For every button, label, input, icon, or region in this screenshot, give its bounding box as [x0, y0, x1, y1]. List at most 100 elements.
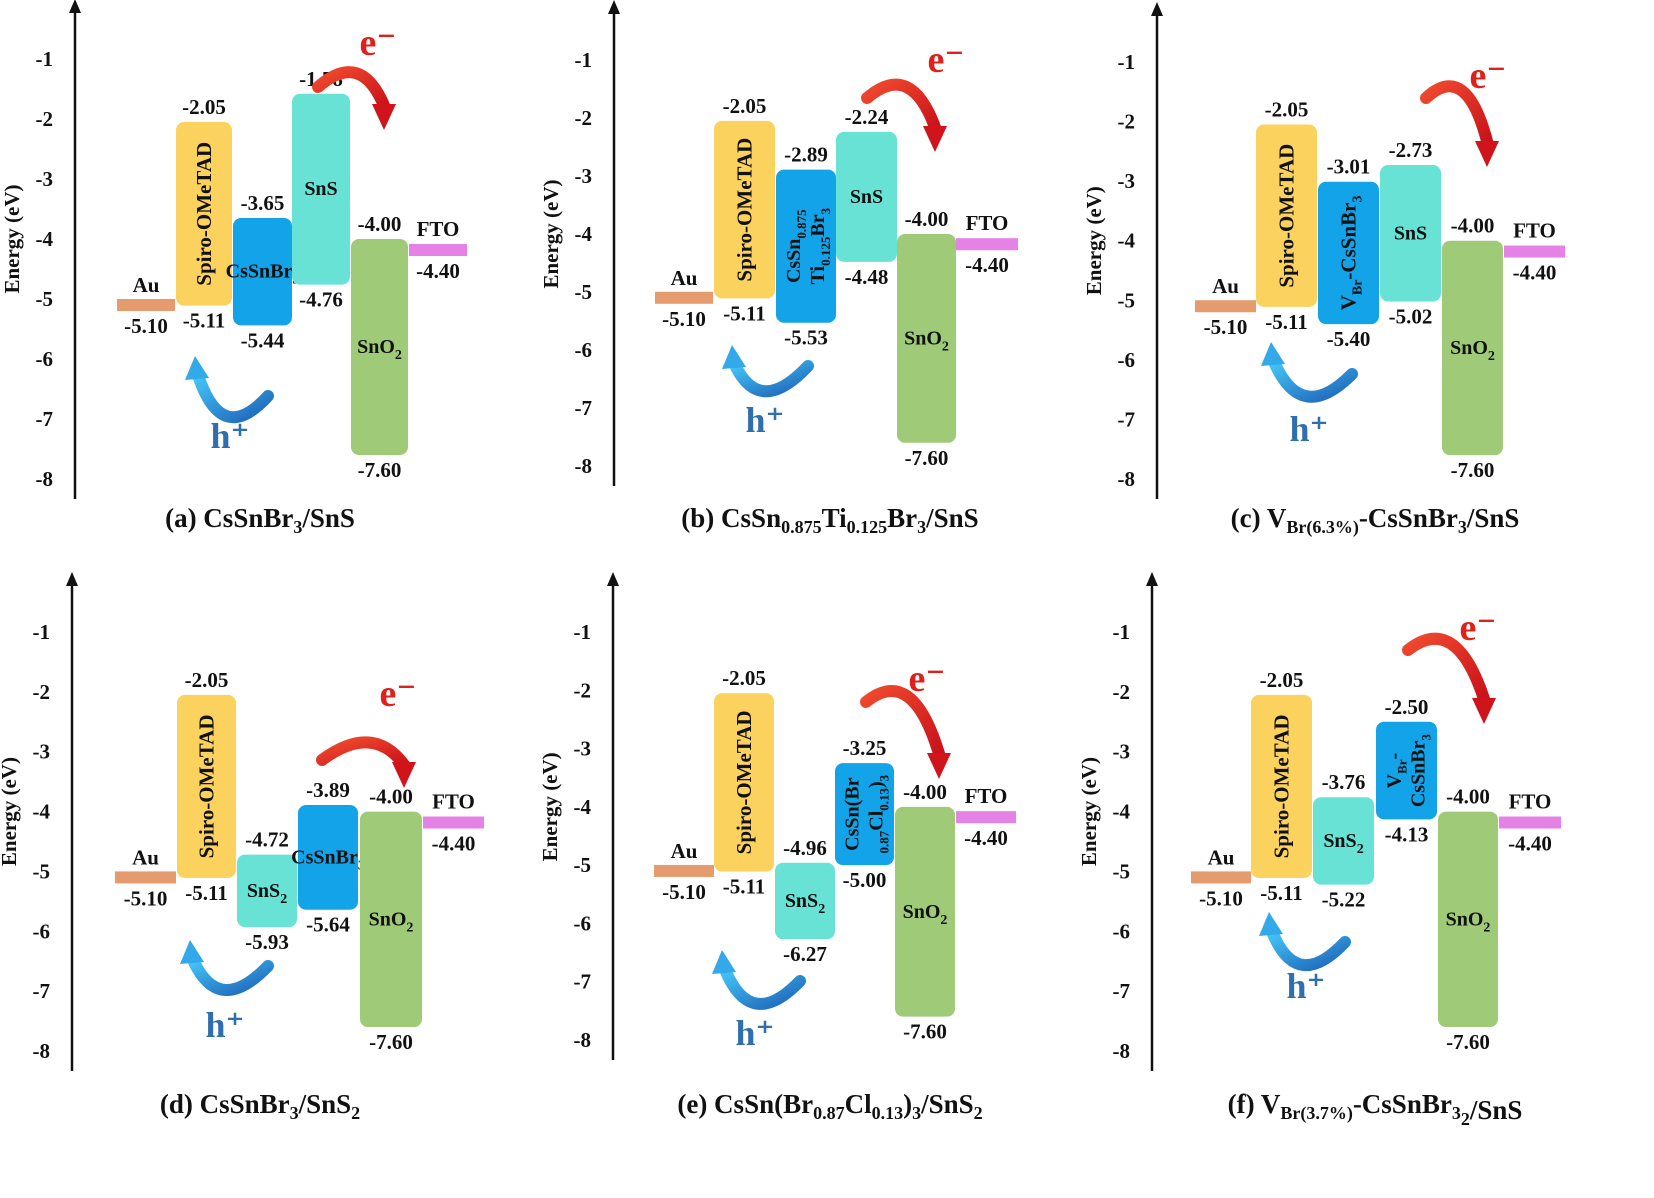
lumo-value: -4.96: [783, 836, 827, 860]
subscript-text: 3: [1458, 517, 1467, 537]
text-run: SnS: [1394, 222, 1427, 244]
fto-contact-bar: [423, 816, 484, 829]
y-tick-label: -6: [575, 338, 593, 362]
electron-transfer-arrow: [312, 66, 391, 114]
hole-label: h⁺: [745, 400, 784, 440]
layer-sno2: [1442, 240, 1503, 456]
text-run: /SnS: [925, 503, 979, 533]
panel-caption: (e) CsSn(Br0.87Cl0.13)3/SnS2: [677, 1089, 982, 1123]
text-run: /SnS: [1469, 1095, 1523, 1125]
gold-contact-label: Au: [1212, 274, 1239, 298]
layer-name-label: Spiro-OMeTAD: [733, 138, 757, 282]
fto-contact-bar: [409, 244, 467, 256]
layer-name-label: SnS2: [247, 880, 287, 907]
layer-spiro-ometad: [1251, 694, 1312, 879]
layer-name-label: SnO2: [1446, 908, 1491, 935]
gold-energy-value: -5.10: [1199, 886, 1243, 910]
subscript-text: Br: [1395, 759, 1410, 774]
y-axis-arrowhead: [66, 572, 78, 586]
y-axis-arrowhead: [607, 572, 619, 586]
electron-arrowhead: [923, 126, 947, 152]
subscript-text: 2: [974, 1103, 983, 1123]
homo-value: -5.22: [1322, 888, 1366, 912]
text-run: (f) V: [1228, 1089, 1281, 1119]
layer-sns2: [1313, 797, 1374, 885]
y-tick-label: -6: [33, 919, 51, 943]
gold-contact-bar: [654, 864, 714, 877]
layer-cssn0-875ti0-125br3: [776, 169, 836, 323]
fto-energy-value: -4.40: [964, 826, 1008, 850]
subscript-text: 3: [293, 517, 302, 537]
layer-name-label-line: CsSn(Br: [842, 777, 864, 850]
subscript-text: Br(3.7%): [1280, 1103, 1352, 1124]
panel-a: -1 -2 -3 -4 -5 -6 -7 -8 Energy (eV) Au -5.10 FTO -4.…: [0, 0, 467, 537]
gold-energy-value: -5.10: [1204, 315, 1248, 339]
text-run: /SnS: [298, 1089, 352, 1119]
text-run: Ti: [807, 265, 829, 284]
layer-name-label: Spiro-OMeTAD: [1270, 714, 1294, 858]
text-run: CsSn(Br: [842, 777, 864, 850]
panel-caption: (c) VBr(6.3%)-CsSnBr3/SnS: [1231, 503, 1520, 538]
gold-contact-label: Au: [671, 266, 698, 290]
homo-value: -5.93: [245, 930, 289, 954]
text-run: SnO: [357, 336, 395, 358]
layer-cssnbr3: [298, 804, 358, 910]
lumo-value: -2.05: [722, 666, 766, 690]
y-tick-label: -3: [575, 164, 593, 188]
homo-value: -4.48: [845, 265, 889, 289]
hole-label: h⁺: [1289, 409, 1328, 449]
homo-value: -5.11: [1260, 881, 1303, 905]
layer-sns2: [237, 854, 297, 928]
hole-transfer-arrow: [188, 956, 274, 996]
y-tick-label: -4: [1118, 229, 1136, 253]
homo-value: -5.53: [784, 326, 828, 350]
y-tick-label: -5: [33, 859, 51, 883]
fto-contact-label: FTO: [1509, 790, 1552, 814]
layer-name-label: SnO2: [903, 901, 948, 928]
text-run: Br: [887, 503, 917, 533]
y-tick-label: -5: [1113, 859, 1131, 883]
subscript-text: 2: [942, 339, 949, 354]
layer-name-label: SnS: [850, 186, 883, 208]
layer-name-label: SnO2: [904, 327, 949, 354]
lumo-value: -4.00: [905, 207, 949, 231]
layer-vbr-cssnbr3: [1376, 721, 1437, 820]
layer-spiro-ometad: [714, 120, 775, 299]
y-tick-label: -7: [575, 396, 593, 420]
subscript-text: 2: [818, 902, 825, 917]
text-run: ): [903, 1089, 912, 1119]
layer-name-label: SnO2: [369, 908, 414, 935]
lumo-value: -3.76: [1322, 770, 1366, 794]
subscript-text: 0.87: [813, 1103, 845, 1123]
hole-transfer-arrow: [720, 966, 806, 1010]
hole-arrowhead: [185, 356, 209, 380]
text-run: Cl: [845, 1089, 872, 1119]
panel-e: -1 -2 -3 -4 -5 -6 -7 -8 Energy (eV) Au -5.10 FTO -4.…: [538, 572, 1016, 1123]
homo-value: -5.11: [723, 875, 766, 899]
layer-sno2: [360, 811, 422, 1028]
text-run: CsSnBr: [226, 261, 293, 283]
y-tick-label: -2: [574, 678, 592, 702]
text-run: /SnS: [920, 1089, 974, 1119]
subscript-text: 0.875: [781, 517, 822, 537]
lumo-value: -3.65: [241, 191, 285, 215]
y-tick-label: -8: [1118, 467, 1136, 491]
layer-name-label: SnO2: [357, 336, 402, 363]
text-run: Ti: [822, 503, 848, 533]
y-tick-label: -2: [1118, 110, 1136, 134]
text-run: SnO: [1446, 908, 1484, 930]
subscript-text: 0.125: [818, 236, 833, 266]
subscript-text: 0.13: [872, 1103, 904, 1123]
homo-value: -5.11: [185, 881, 228, 905]
y-axis-title: Energy (eV): [0, 757, 21, 866]
fto-energy-value: -4.40: [1508, 832, 1552, 856]
electron-label: e⁻: [380, 673, 417, 715]
text-run: SnO: [903, 901, 941, 923]
text-run: SnS: [304, 178, 337, 200]
layer-sno2: [895, 806, 955, 1017]
y-tick-label: -2: [36, 107, 54, 131]
electron-arrowhead: [392, 762, 416, 788]
y-axis-arrowhead: [1146, 572, 1158, 586]
layer-sns: [292, 93, 350, 285]
homo-value: -5.11: [1265, 310, 1308, 334]
